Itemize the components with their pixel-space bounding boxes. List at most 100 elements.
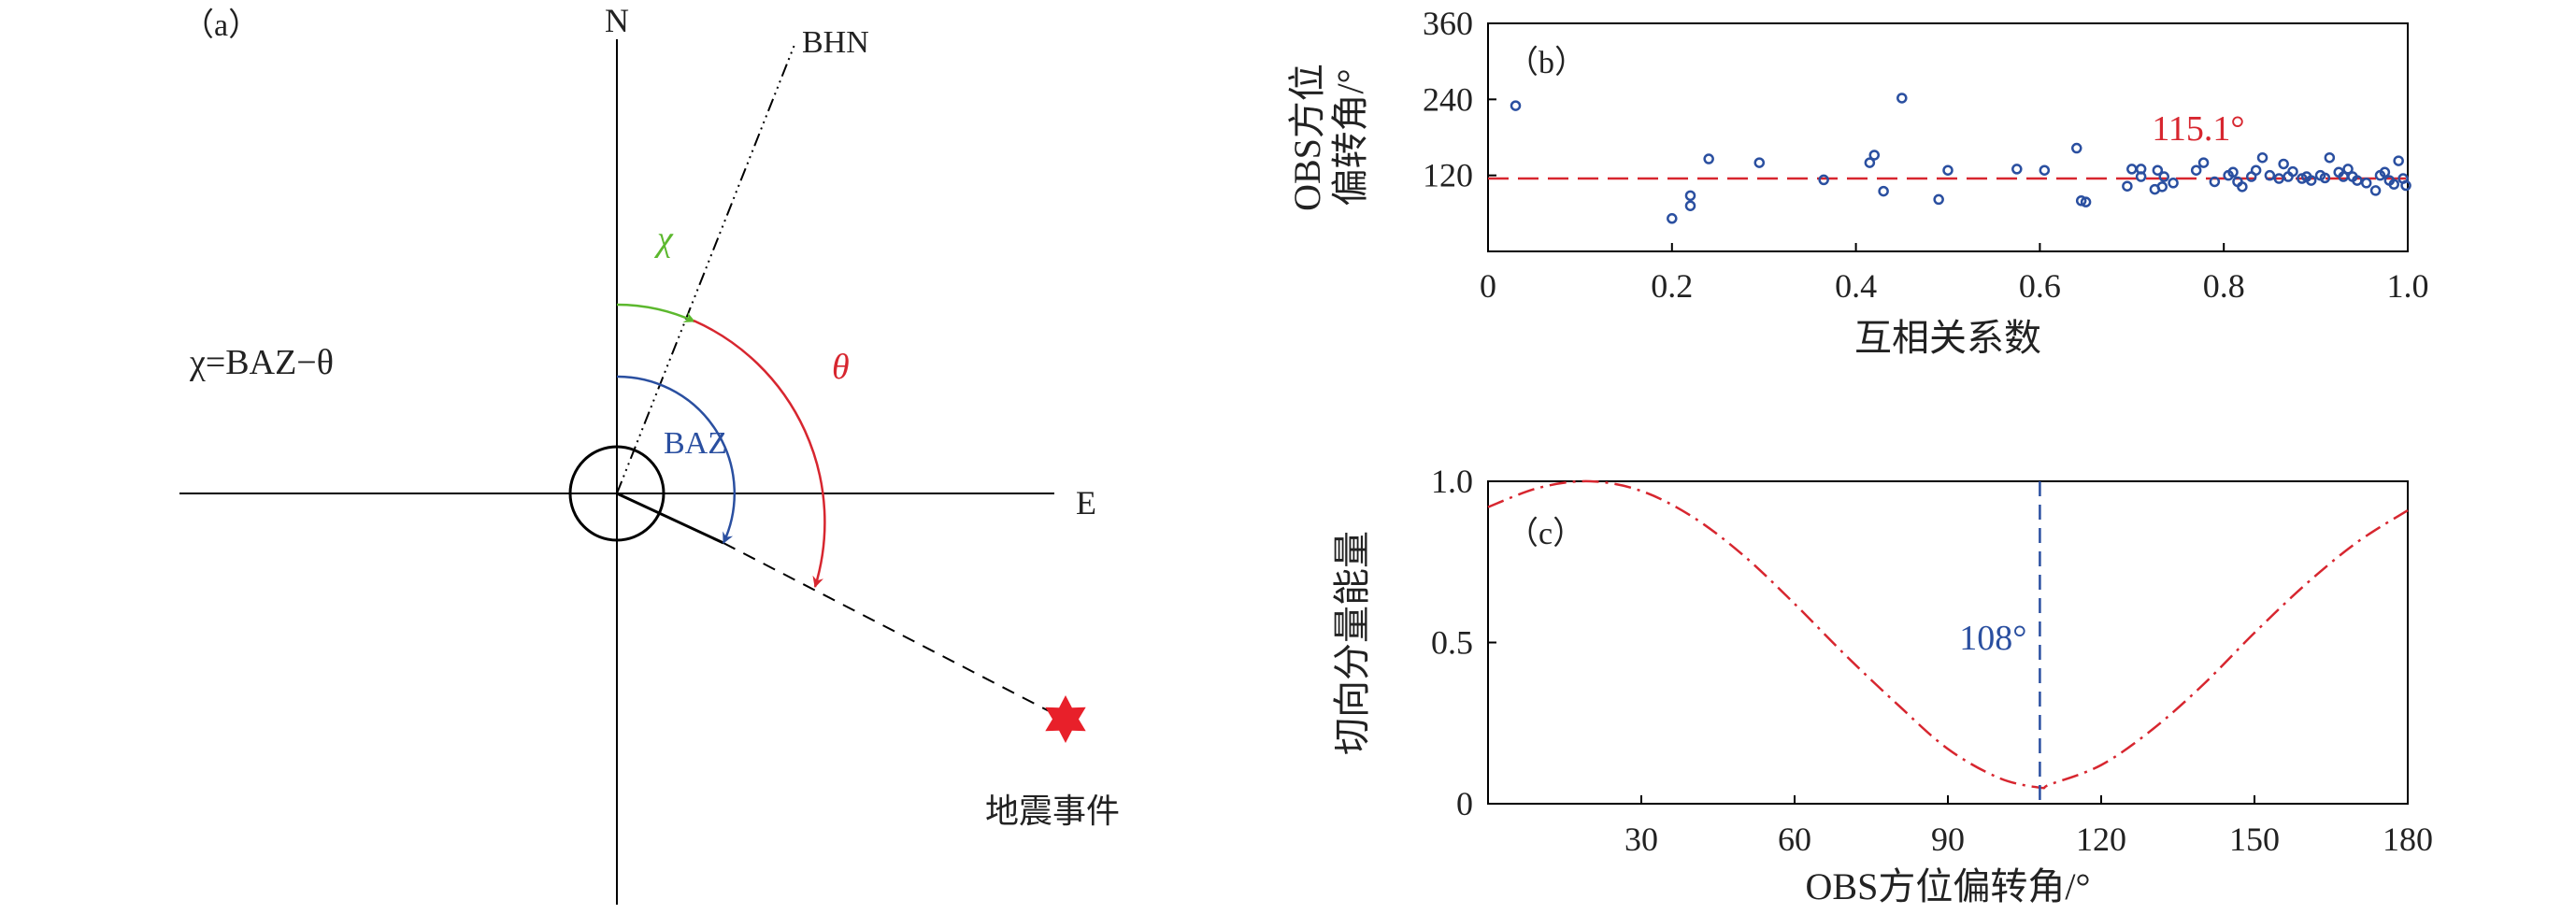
plot-c-xtick-label: 150 [2229,821,2280,858]
plot-b-point [1510,100,1522,111]
plot-c-ytick-label: 0 [1456,785,1473,822]
plot-b-point [2011,164,2023,175]
theta-arc [693,319,826,588]
panel-c: （c） 30 60 90 120 150 180 0 0.5 1.0 108° OBS方位偏转角… [1331,463,2433,907]
plot-b-point [1667,213,1678,224]
plot-b-point [2075,195,2087,207]
plot-b-point [2256,151,2268,164]
plot-b-xtick-label: 0.4 [1835,267,1877,305]
plot-b-point [2197,157,2210,168]
plot-c-curve [1487,479,2409,790]
plot-b-xtick-label: 0.2 [1651,267,1693,305]
plot-b-point [2250,164,2262,176]
plot-b-point [1878,185,1889,197]
plot-b-point [2379,166,2391,179]
plot-b-point [2324,151,2336,164]
plot-b-frame [1487,22,2409,252]
plot-b-point [2342,164,2354,175]
plot-b-point [2168,178,2179,189]
east-label: E [1076,484,1096,521]
event-direction-solid [616,492,724,545]
plot-b-points [1510,93,2411,224]
plot-b-point [2071,142,2082,154]
plot-b-ylabel-line2: 偏转角/° [1329,68,1371,206]
plot-c-axes: 30 60 90 120 150 180 0 0.5 1.0 [1431,463,2433,858]
chi-arc [616,303,695,323]
plot-b-point [2122,180,2133,192]
event-direction-dashed [723,542,1065,720]
plot-b-point [1753,157,1766,168]
plot-c-ytick-label: 1.0 [1431,463,1473,500]
plot-b-point [2393,155,2404,166]
plot-b-point [1942,164,1953,176]
plot-b-point [1684,200,1696,211]
plot-b-point [2080,196,2092,207]
panel-a-label: （a） [182,7,260,43]
panel-b: （b） 0 0.2 0.4 0.6 0.8 1.0 120 240 360 115.1° 互相关… [1286,5,2429,359]
plot-b-xtick-label: 1.0 [2387,267,2429,305]
north-label: N [605,2,629,39]
plot-b-xtick-label: 0.6 [2019,267,2061,305]
plot-b-xtick-label: 0.8 [2203,267,2245,305]
plot-b-point [2209,176,2221,188]
plot-c-xtick-label: 120 [2076,821,2126,858]
plot-b-point [2278,158,2289,170]
plot-b-point [1684,190,1696,202]
plot-b-point [1703,153,1714,164]
plot-b-point [2227,166,2239,179]
plot-b-point [2264,169,2276,181]
bhn-label: BHN [802,25,869,60]
plot-c-ytick-label: 0.5 [1431,624,1473,662]
plot-b-ylabel-line1: OBS方位 [1286,64,1328,211]
plot-b-point [2388,179,2399,190]
plot-b-axes: 0 0.2 0.4 0.6 0.8 1.0 120 240 360 [1423,5,2429,305]
plot-b-point [1896,93,1908,104]
plot-b-point [2158,171,2169,182]
panel-a: （a） N E BHN χ θ BAZ χ=BAZ−θ 地震事件 [179,2,1120,905]
plot-c-series-line [1487,479,2409,790]
obs-station-circle [568,445,665,542]
bhn-line [616,44,795,494]
plot-c-frame [1487,480,2409,805]
plot-b-point [2369,185,2382,196]
plot-b-point [2126,164,2138,175]
plot-c-reference: 108° [1959,481,2041,804]
plot-c-xlabel: OBS方位偏转角/° [1806,865,2091,907]
panel-c-label: （c） [1507,516,1584,551]
baz-label: BAZ [664,426,727,461]
plot-b-point [2039,164,2051,176]
plot-b-point [2135,164,2147,175]
plot-b-point [2237,181,2248,193]
theta-label: θ [832,348,850,387]
plot-b-point [2319,172,2331,184]
plot-b-xtick-label: 0 [1480,267,1496,305]
plot-b-point [1864,157,1876,168]
earthquake-event-star-icon [1045,695,1086,743]
plot-c-reference-label: 108° [1959,619,2026,658]
plot-c-xtick-label: 180 [2383,821,2433,858]
plot-b-point [1868,150,1881,161]
plot-c-ylabel: 切向分量能量 [1331,531,1373,755]
panel-b-label: （b） [1507,45,1586,80]
chi-label: χ [653,220,674,259]
plot-b-point [2190,164,2202,176]
plot-b-ytick-label: 360 [1423,5,1473,42]
plot-b-point [2156,181,2168,193]
plot-b-reference-label: 115.1° [2152,109,2244,149]
plot-b-point [2352,175,2363,186]
plot-b-point [2400,179,2411,192]
baz-arc [616,375,737,544]
plot-b-point [2360,178,2372,189]
event-label: 地震事件 [985,793,1120,830]
plot-c-xtick-label: 30 [1624,821,1658,858]
plot-b-xlabel: 互相关系数 [1854,317,2041,359]
plot-c-xtick-label: 60 [1778,821,1811,858]
plot-b-ytick-label: 120 [1423,157,1473,194]
formula-text: χ=BAZ−θ [189,343,334,382]
plot-b-ytick-label: 240 [1423,80,1473,118]
plot-b-point [1933,193,1944,206]
plot-b-point [2152,164,2164,176]
plot-c-xtick-label: 90 [1931,821,1965,858]
plot-b-point [1818,174,1829,186]
